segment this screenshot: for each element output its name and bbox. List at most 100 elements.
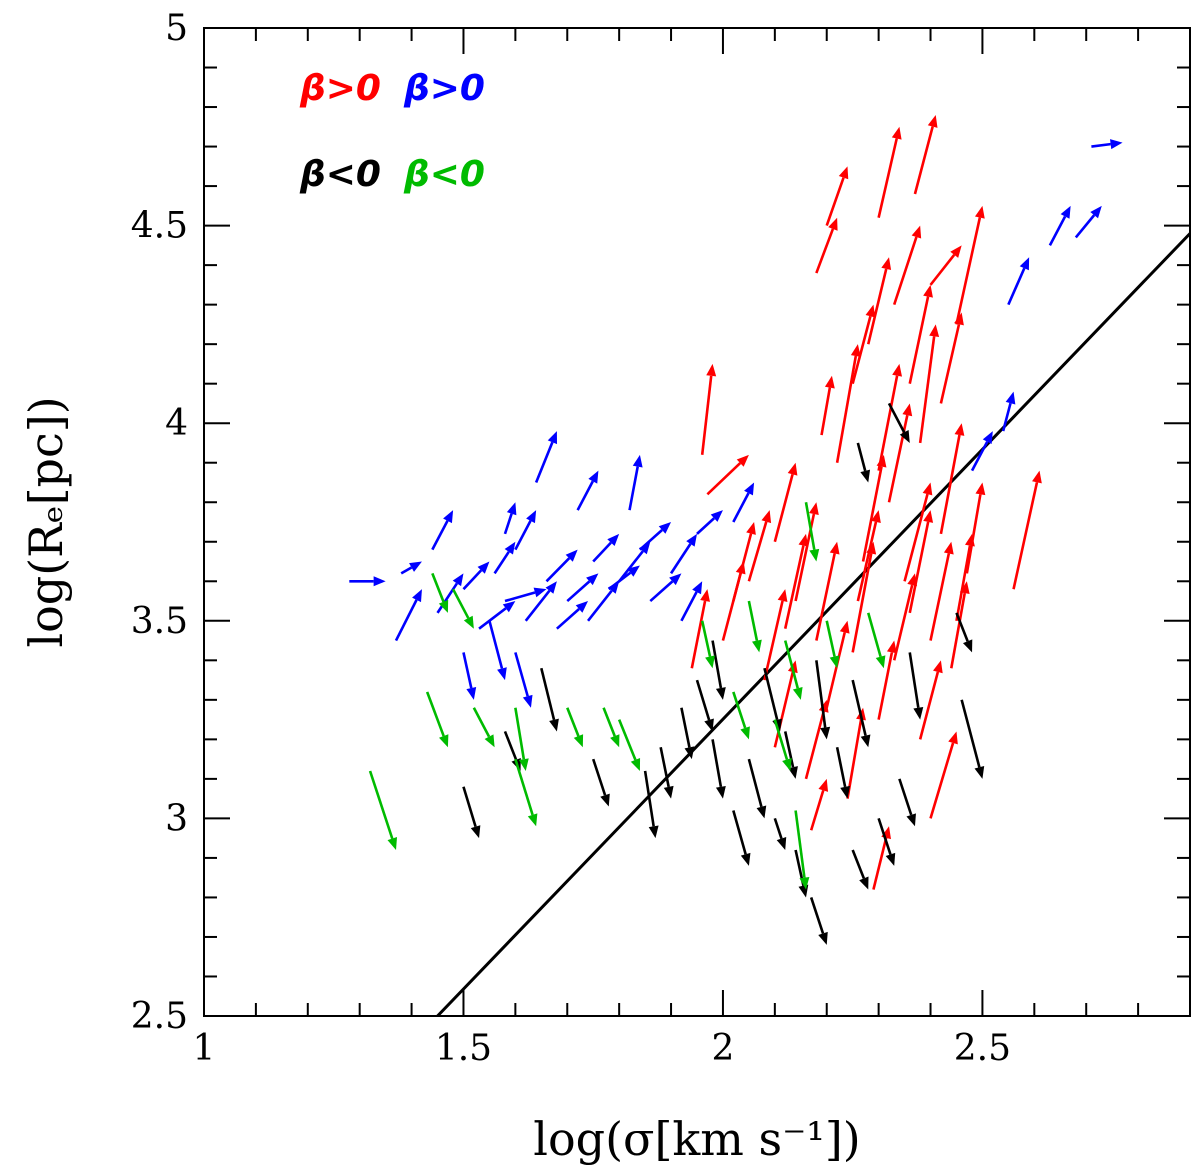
arrow-mark [929, 731, 958, 819]
arrow-mark [488, 620, 507, 681]
arrow-mark [747, 758, 767, 819]
arrow-mark [566, 707, 584, 748]
arrow-mark [809, 778, 829, 831]
arrow-mark [368, 770, 398, 851]
arrow-mark [732, 522, 756, 602]
arrow-mark [451, 588, 474, 629]
arrow-mark [700, 620, 715, 669]
arrow-mark [514, 652, 533, 708]
arrow-mark [887, 402, 910, 443]
arrow-mark [783, 533, 809, 629]
arrow-mark [700, 363, 717, 455]
x-tick-label: 1.5 [435, 1028, 492, 1069]
arrow-mark [576, 470, 599, 511]
arrow-mark [556, 601, 589, 630]
legend-entry: β<0 [299, 154, 381, 195]
arrow-mark [617, 719, 641, 771]
arrow-mark [763, 667, 783, 732]
arrow-mark [628, 454, 643, 511]
series-blue [349, 139, 1123, 708]
arrow-mark [773, 719, 792, 771]
arrow-mark [639, 522, 672, 551]
arrow-mark [669, 533, 697, 575]
arrow-mark [929, 541, 954, 641]
arrow-mark [908, 652, 924, 720]
arrow-mark [1001, 391, 1016, 432]
arrow-mark [939, 312, 964, 404]
arrow-mark [955, 533, 975, 622]
arrow-mark [493, 541, 516, 575]
arrow-mark [462, 652, 477, 700]
arrow-mark [929, 245, 962, 286]
arrow-mark [773, 462, 798, 543]
arrow-mark [877, 126, 902, 218]
arrow-mark [1048, 205, 1071, 246]
arrow-mark [425, 691, 449, 748]
arrow-mark [696, 510, 723, 535]
arrow-mark [851, 304, 876, 385]
plot-frame [203, 27, 1191, 1017]
arrow-mark [732, 810, 751, 866]
arrow-mark [815, 217, 838, 274]
arrow-mark [680, 581, 703, 622]
arrow-mark [711, 640, 726, 700]
y-tick-label: 5 [165, 8, 188, 49]
arrow-mark [618, 541, 651, 583]
arrow-mark [514, 707, 529, 771]
arrow-mark [955, 612, 973, 653]
arrow-mark [545, 549, 578, 583]
arrow-mark [825, 620, 850, 709]
arrow-mark [960, 699, 985, 779]
y-tick-label: 3.5 [131, 601, 188, 642]
arrow-mark [851, 849, 869, 890]
arrow-mark [400, 561, 422, 575]
legend-entry: β>0 [299, 68, 381, 109]
arrow-mark [950, 581, 970, 669]
arrow-mark [431, 510, 454, 551]
arrow-mark [504, 587, 547, 603]
arrow-mark [763, 589, 788, 681]
arrow-mark [815, 541, 840, 641]
arrow-mark [472, 707, 495, 748]
arrow-mark [540, 667, 559, 732]
arrow-mark [794, 810, 810, 890]
arrow-mark [524, 581, 557, 622]
arrow-mark [903, 482, 933, 582]
arrow-mark [706, 454, 749, 496]
arrow-mark [586, 581, 620, 622]
arrow-mark [462, 786, 481, 839]
arrow-mark [970, 431, 993, 472]
arrow-mark [877, 363, 903, 471]
arrow-mark [898, 778, 916, 827]
arrow-mark [835, 747, 851, 799]
series-black [462, 402, 985, 945]
arrow-mark [877, 640, 897, 720]
arrow-mark [394, 589, 422, 642]
y-tick-label: 4.5 [131, 206, 188, 247]
arrow-mark [815, 660, 831, 740]
reference-line [436, 232, 1190, 1016]
arrow-mark [783, 731, 798, 779]
arrow-mark [747, 600, 762, 653]
tick-labels: 1 1.5 2 2.5 2.5 3 3.5 4 4.5 5 [131, 8, 1011, 1069]
arrow-mark [913, 114, 938, 195]
arrow-mark [887, 403, 913, 503]
arrow-mark [514, 758, 538, 827]
arrow-mark [431, 572, 449, 613]
arrow-mark [602, 707, 620, 748]
arrow-mark [892, 225, 922, 306]
arrow-mark [566, 573, 599, 603]
arrow-mark [835, 344, 861, 463]
arrow-mark [711, 739, 726, 799]
arrow-mark [856, 510, 881, 602]
arrow-mark [783, 640, 803, 700]
arrow-mark [908, 510, 934, 614]
arrow-mark [1012, 470, 1042, 590]
arrow-mark [877, 817, 896, 866]
y-tick-label: 3 [165, 798, 188, 839]
x-tick-label: 1 [193, 1028, 216, 1069]
arrow-mark [436, 573, 464, 614]
series-green [368, 502, 886, 890]
arrow-mark [514, 510, 537, 551]
legend-entry: β<0 [403, 154, 485, 195]
